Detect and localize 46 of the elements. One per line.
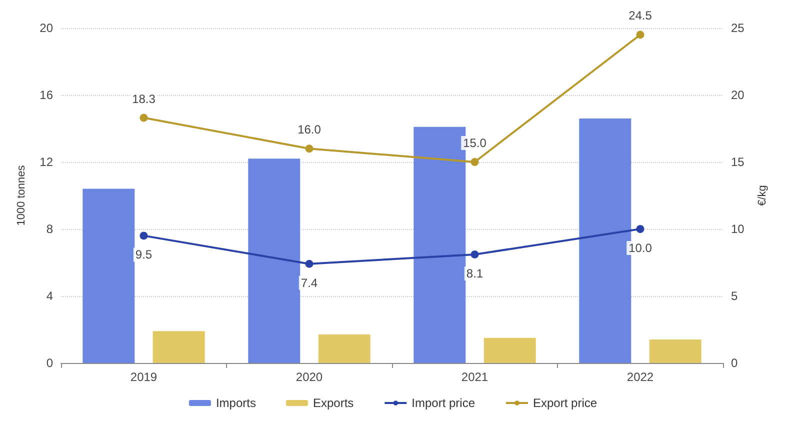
y-tick-label: 20 [40, 21, 54, 35]
x-tick-label: 2020 [296, 370, 323, 384]
bar [318, 334, 370, 363]
y2-tick-label: 0 [731, 356, 738, 370]
legend-label: Export price [533, 396, 598, 410]
point [470, 250, 479, 258]
data-label: 15.0 [463, 136, 487, 150]
bar [484, 338, 536, 363]
point [305, 260, 314, 268]
point [140, 232, 148, 240]
y-tick-label: 16 [40, 88, 54, 102]
y-axis-title: 1000 tonnes [16, 164, 28, 226]
bar [649, 340, 702, 363]
y-tick-label: 8 [46, 222, 54, 236]
legend-label: Imports [216, 396, 256, 410]
y2-tick-label: 5 [731, 289, 738, 303]
y2-tick-label: 20 [731, 88, 745, 102]
point [470, 158, 479, 166]
y2-axis-title: €/kg [756, 185, 768, 206]
y-tick-label: 0 [46, 356, 54, 370]
y-tick-label: 4 [46, 289, 54, 303]
data-label: 18.3 [132, 92, 156, 106]
x-tick-label: 2021 [461, 370, 488, 384]
bar [82, 188, 135, 363]
point [140, 114, 148, 122]
data-label: 8.1 [466, 266, 484, 280]
bar [248, 158, 300, 363]
x-tick-label: 2022 [626, 370, 654, 384]
bar [414, 126, 466, 363]
bar [152, 331, 205, 363]
data-label: 9.5 [135, 248, 152, 262]
data-label: 10.0 [628, 241, 652, 255]
y2-tick-label: 15 [731, 155, 745, 169]
data-label: 16.0 [298, 122, 322, 137]
legend-label: Exports [312, 396, 354, 410]
y2-tick-label: 25 [731, 21, 745, 35]
y-tick-label: 12 [40, 155, 54, 169]
point [636, 225, 644, 233]
x-tick-label: 2019 [130, 370, 158, 384]
point [305, 144, 314, 153]
legend-label: Import price [412, 396, 476, 410]
point [636, 30, 644, 39]
data-label: 7.4 [300, 276, 318, 290]
data-label: 24.5 [628, 8, 652, 23]
y2-tick-label: 10 [731, 222, 745, 236]
bar [579, 118, 632, 363]
